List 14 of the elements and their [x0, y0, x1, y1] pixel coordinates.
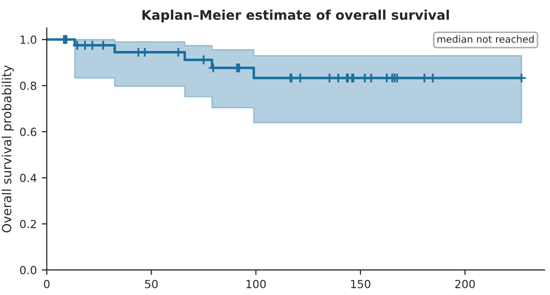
- y-tick-label: 0.0: [20, 266, 36, 274]
- y-tick-label: 0.2: [20, 220, 36, 228]
- y-axis-title: Overall survival probability: [2, 65, 14, 232]
- x-tick-label: 150: [351, 280, 370, 288]
- y-tick-label: 0.6: [20, 128, 36, 136]
- x-tick-label: 0: [44, 280, 50, 288]
- x-tick-label: 50: [145, 280, 158, 288]
- y-tick-label: 0.4: [20, 174, 36, 182]
- chart-title: Kaplan–Meier estimate of overall survival: [142, 10, 449, 22]
- x-tick-label: 100: [246, 280, 266, 288]
- y-tick-label: 1.0: [20, 36, 36, 44]
- x-tick-label: 200: [455, 280, 475, 288]
- y-tick-label: 0.8: [20, 82, 36, 90]
- annotation: median not reached: [438, 35, 534, 43]
